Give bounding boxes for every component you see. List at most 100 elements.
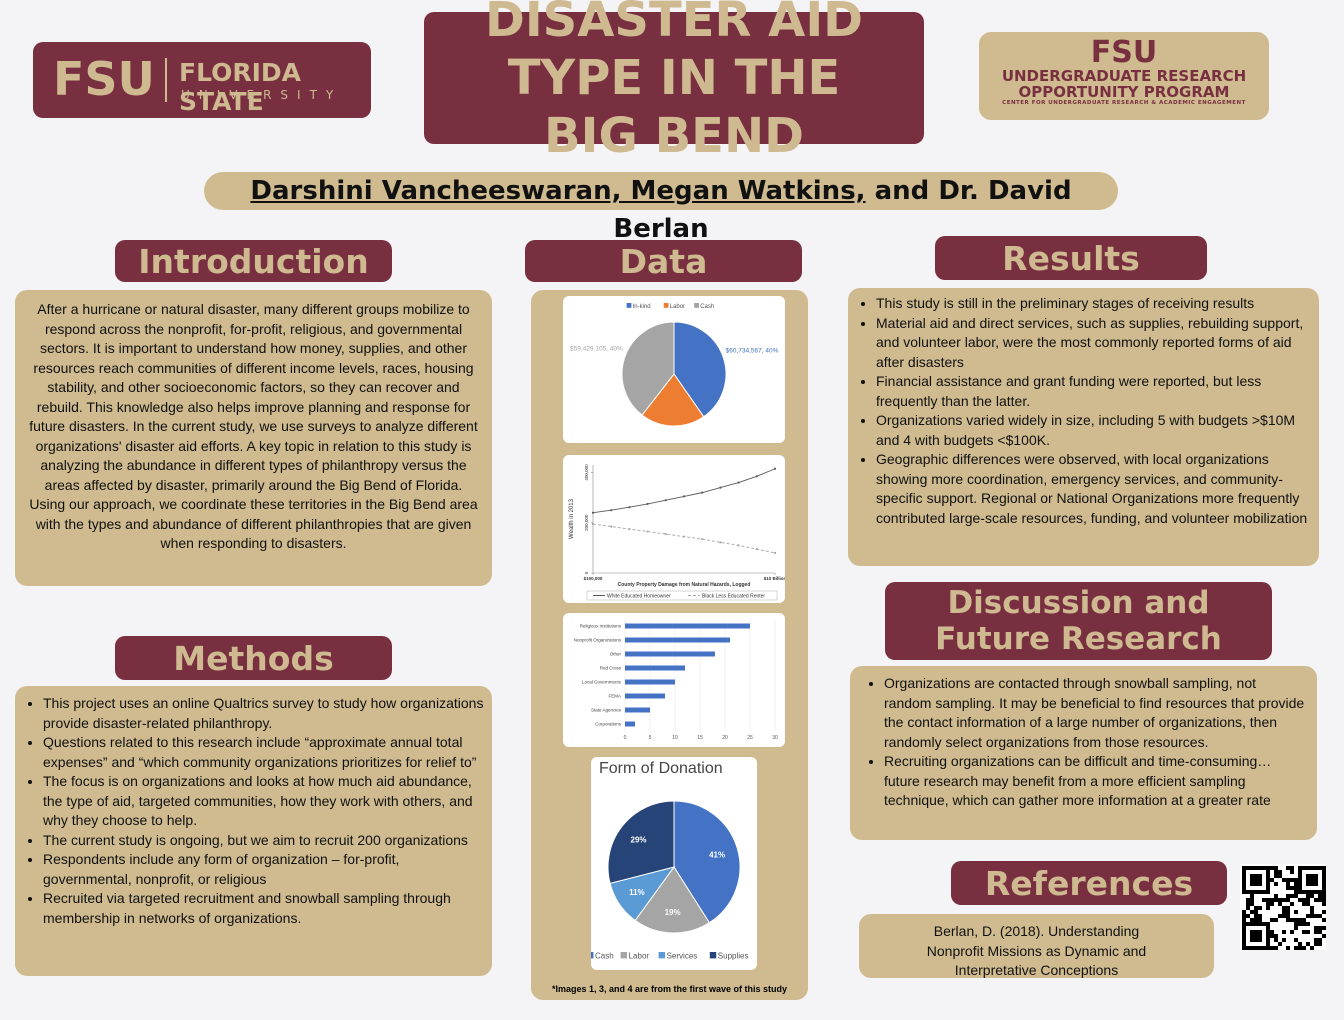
list: This study is still in the preliminary s… [854, 294, 1313, 528]
qr-cell [1302, 922, 1306, 926]
qr-cell [1322, 910, 1326, 914]
qr-cell [1242, 934, 1246, 938]
qr-cell [1310, 878, 1314, 882]
qr-cell [1258, 938, 1262, 942]
x-tick-label: 25 [747, 735, 753, 741]
y-axis-title: Wealth in 2013 [569, 498, 575, 539]
qr-cell [1250, 878, 1254, 882]
value-label: 11% [629, 888, 645, 897]
qr-cell [1294, 918, 1298, 922]
qr-cell [1310, 894, 1314, 898]
qr-cell [1310, 890, 1314, 894]
qr-cell [1306, 894, 1310, 898]
legend-label: Cash [595, 951, 614, 960]
poster-title: DISASTER AID TYPE IN THE BIG BEND [424, 0, 924, 164]
value-label: 19% [665, 908, 681, 917]
qr-cell [1242, 890, 1246, 894]
point [755, 548, 758, 551]
x-tick-label: 30 [772, 735, 778, 741]
qr-cell [1306, 902, 1310, 906]
qr-cell [1250, 866, 1254, 870]
qr-cell [1290, 886, 1294, 890]
legend-label: White Educated Homeowner [607, 593, 671, 599]
qr-cell [1294, 946, 1298, 950]
qr-cell [1286, 886, 1290, 890]
qr-cell [1270, 918, 1274, 922]
logo-line: CENTER FOR UNDERGRADUATE RESEARCH & ACAD… [1002, 100, 1246, 106]
authors-rest: and Dr. David Berlan [613, 176, 1072, 244]
qr-cell [1314, 874, 1318, 878]
qr-cell [1266, 922, 1270, 926]
list: Organizations are contacted through snow… [862, 674, 1307, 811]
point [737, 481, 740, 484]
qr-cell [1254, 874, 1258, 878]
intro-text: After a hurricane or natural disaster, m… [15, 290, 492, 586]
legend-label: In-kind [633, 304, 651, 310]
qr-cell [1274, 938, 1278, 942]
qr-cell [1286, 898, 1290, 902]
legend-swatch [709, 952, 717, 959]
point [719, 541, 722, 544]
legend-label: Supplies [718, 951, 749, 960]
bullet: The focus is on organizations and looks … [43, 772, 486, 831]
qr-cell [1250, 890, 1254, 894]
bar [625, 693, 665, 699]
qr-cell [1290, 866, 1294, 870]
qr-cell [1254, 930, 1258, 934]
qr-cell [1314, 926, 1318, 930]
qr-cell [1254, 914, 1258, 918]
qr-cell [1250, 874, 1254, 878]
bar [625, 679, 675, 685]
qr-cell [1322, 902, 1326, 906]
qr-cell [1262, 946, 1266, 950]
divider [165, 58, 167, 102]
point [664, 499, 667, 502]
chart-title: Form of Donation [599, 760, 723, 777]
qr-cell [1246, 906, 1250, 910]
qr-cell [1266, 926, 1270, 930]
qr-cell [1266, 946, 1270, 950]
point [773, 467, 777, 470]
qr-cell [1242, 866, 1246, 870]
legend-label: Labor [670, 304, 685, 310]
qr-cell [1302, 930, 1306, 934]
qr-cell [1298, 922, 1302, 926]
qr-cell [1322, 886, 1326, 890]
point [701, 537, 704, 541]
logo-mark: FSU [53, 52, 155, 106]
qr-cell [1302, 898, 1306, 902]
qr-cell [1282, 878, 1286, 882]
category-label: Other [610, 652, 622, 657]
bullet: Questions related to this research inclu… [43, 733, 486, 772]
qr-cell [1250, 894, 1254, 898]
qr-cell [1242, 882, 1246, 886]
qr-cell [1306, 890, 1310, 894]
legend-label: Services [667, 951, 698, 960]
qr-cell [1266, 866, 1270, 870]
qr-cell [1250, 910, 1254, 914]
qr-cell [1318, 942, 1322, 946]
qr-cell [1298, 874, 1302, 878]
qr-cell [1266, 878, 1270, 882]
qr-cell [1318, 898, 1322, 902]
chart: $60,734,567, 40%$30,386,005, 20%$59,429,… [570, 303, 779, 427]
qr-cell [1298, 890, 1302, 894]
y-tick-label: 0 [584, 571, 589, 574]
series-line [592, 523, 776, 554]
point [701, 491, 704, 494]
legend-swatch [620, 952, 627, 959]
qr-cell [1306, 942, 1310, 946]
qr-cell [1266, 906, 1270, 910]
qr-cell [1254, 882, 1258, 886]
qr-cell [1306, 882, 1310, 886]
qr-code [1240, 864, 1326, 950]
qr-cell [1322, 918, 1326, 922]
qr-cell [1294, 890, 1298, 894]
section-heading: Discussion and Future Research [885, 582, 1272, 660]
qr-cell [1302, 866, 1306, 870]
qr-cell [1242, 938, 1246, 942]
qr-cell [1274, 918, 1278, 922]
qr-cell [1258, 878, 1262, 882]
x-tick-label: 0 [624, 735, 627, 741]
qr-cell [1290, 870, 1294, 874]
